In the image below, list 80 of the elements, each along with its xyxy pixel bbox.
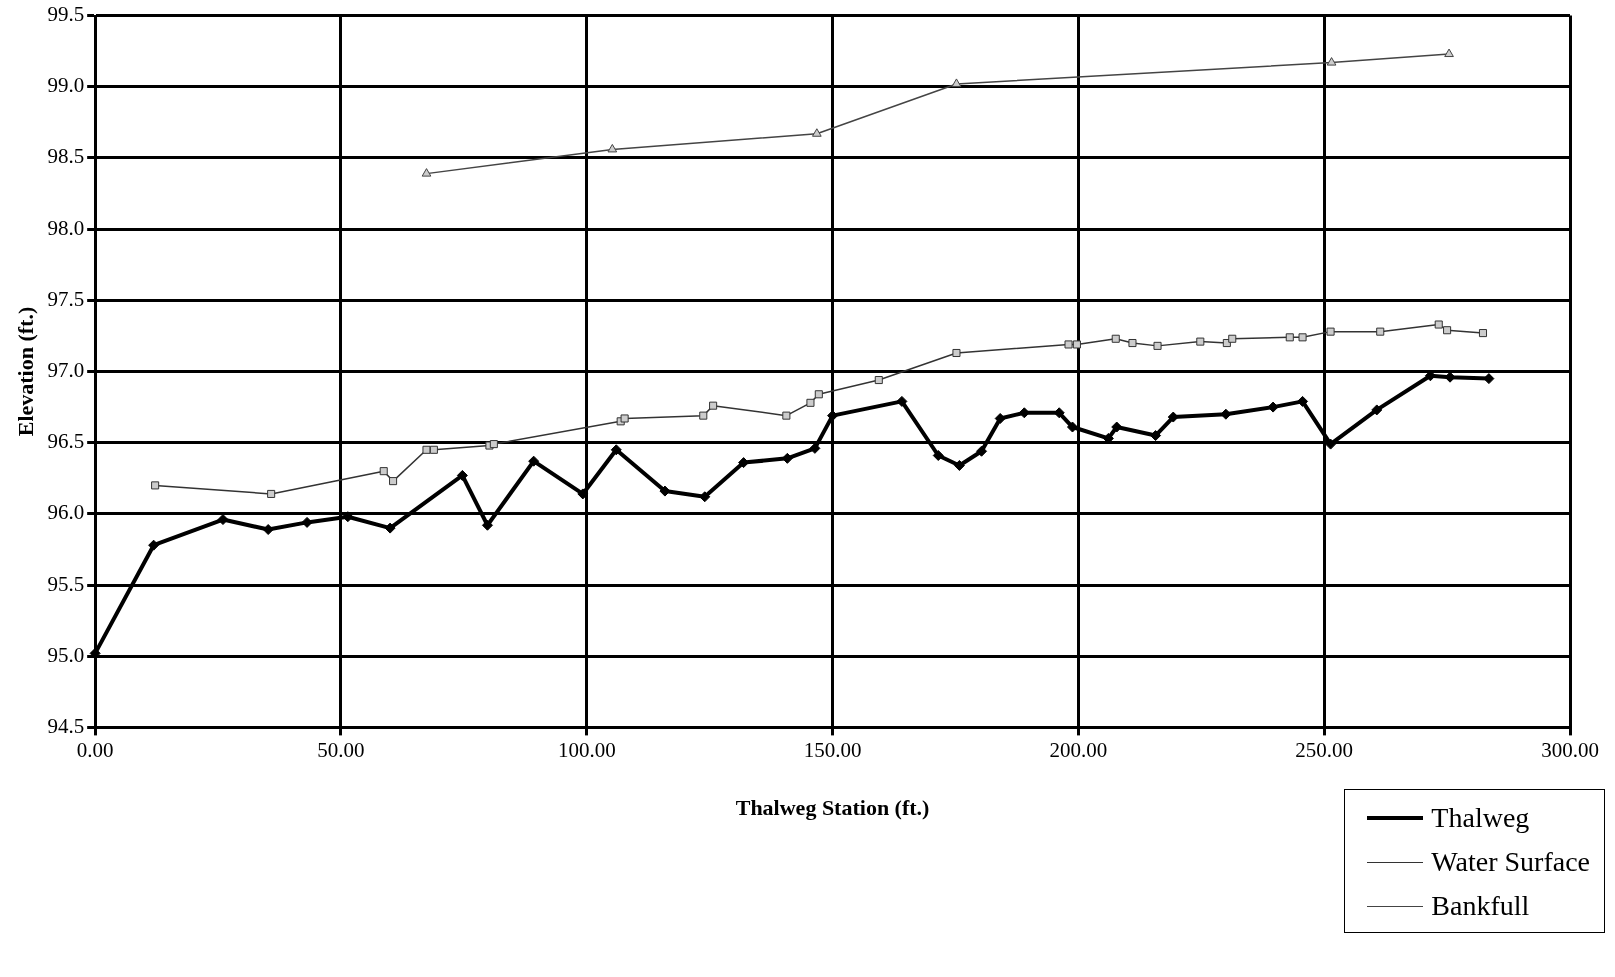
point xyxy=(342,511,354,523)
point xyxy=(952,348,961,358)
y-tick-label: 98.0 xyxy=(47,215,85,240)
point xyxy=(456,469,468,481)
legend-label: Water Surface xyxy=(1431,846,1590,879)
point xyxy=(994,412,1006,424)
point xyxy=(782,411,791,420)
point xyxy=(806,398,815,407)
point xyxy=(481,519,493,531)
point xyxy=(1325,438,1337,450)
y-tick-label: 97.0 xyxy=(47,358,85,383)
y-tick-label: 95.5 xyxy=(47,571,85,596)
point xyxy=(976,445,988,457)
point xyxy=(148,539,160,551)
point xyxy=(1298,333,1307,342)
y-tick-label: 99.5 xyxy=(47,2,85,27)
point xyxy=(932,449,944,461)
point xyxy=(896,395,908,407)
point xyxy=(1478,329,1488,338)
point xyxy=(267,489,276,498)
point xyxy=(1111,334,1120,343)
point xyxy=(607,143,618,153)
x-axis-title: Thalweg Station (ft.) xyxy=(735,795,930,821)
point xyxy=(1228,334,1237,343)
point xyxy=(951,78,962,87)
point xyxy=(814,390,823,399)
point xyxy=(379,467,388,476)
point xyxy=(1371,404,1383,416)
x-tick-label: 100.00 xyxy=(557,737,616,762)
point xyxy=(217,514,229,526)
point xyxy=(577,488,589,500)
point xyxy=(1376,327,1385,336)
point xyxy=(151,481,160,490)
point xyxy=(489,440,498,449)
point xyxy=(1066,421,1078,433)
point xyxy=(1326,327,1335,336)
y-tick-label: 98.5 xyxy=(47,144,85,169)
point xyxy=(301,516,313,528)
y-tick-label: 96.0 xyxy=(47,500,85,525)
x-tick-label: 50.00 xyxy=(317,737,365,762)
point xyxy=(699,411,708,420)
x-tick-label: 200.00 xyxy=(1049,737,1108,762)
point xyxy=(620,414,629,423)
point xyxy=(1434,320,1443,329)
point xyxy=(429,445,438,454)
point xyxy=(384,522,396,534)
legend-label: Thalweg xyxy=(1431,802,1530,835)
y-tick-label: 94.5 xyxy=(47,713,85,738)
point xyxy=(610,444,622,456)
y-tick-label: 95.0 xyxy=(47,642,85,667)
point xyxy=(1326,57,1337,66)
point xyxy=(1297,395,1309,407)
point xyxy=(1285,333,1294,342)
y-tick-label: 96.5 xyxy=(47,429,85,454)
y-axis-title: Elevation (ft.) xyxy=(12,306,38,437)
x-tick-label: 0.00 xyxy=(76,737,114,762)
y-tick-label: 97.5 xyxy=(47,286,85,311)
point xyxy=(262,524,274,536)
point xyxy=(1153,341,1162,350)
point xyxy=(1167,411,1179,423)
point xyxy=(421,168,432,177)
y-tick-label: 99.0 xyxy=(47,73,85,98)
point xyxy=(1064,340,1073,349)
point xyxy=(953,459,965,471)
x-tick-label: 150.00 xyxy=(803,737,862,762)
point xyxy=(812,128,822,137)
point xyxy=(1196,337,1205,346)
point xyxy=(1128,338,1137,348)
x-tick-label: 250.00 xyxy=(1295,737,1354,762)
legend-label: Bankfull xyxy=(1431,890,1530,923)
point xyxy=(528,455,540,467)
point xyxy=(874,376,883,385)
x-tick-label: 300.00 xyxy=(1541,737,1599,762)
point xyxy=(1443,326,1452,335)
point xyxy=(389,477,398,486)
point xyxy=(1072,340,1081,349)
point xyxy=(422,445,431,454)
point xyxy=(709,401,718,410)
point xyxy=(1444,48,1454,58)
point xyxy=(1150,430,1162,442)
